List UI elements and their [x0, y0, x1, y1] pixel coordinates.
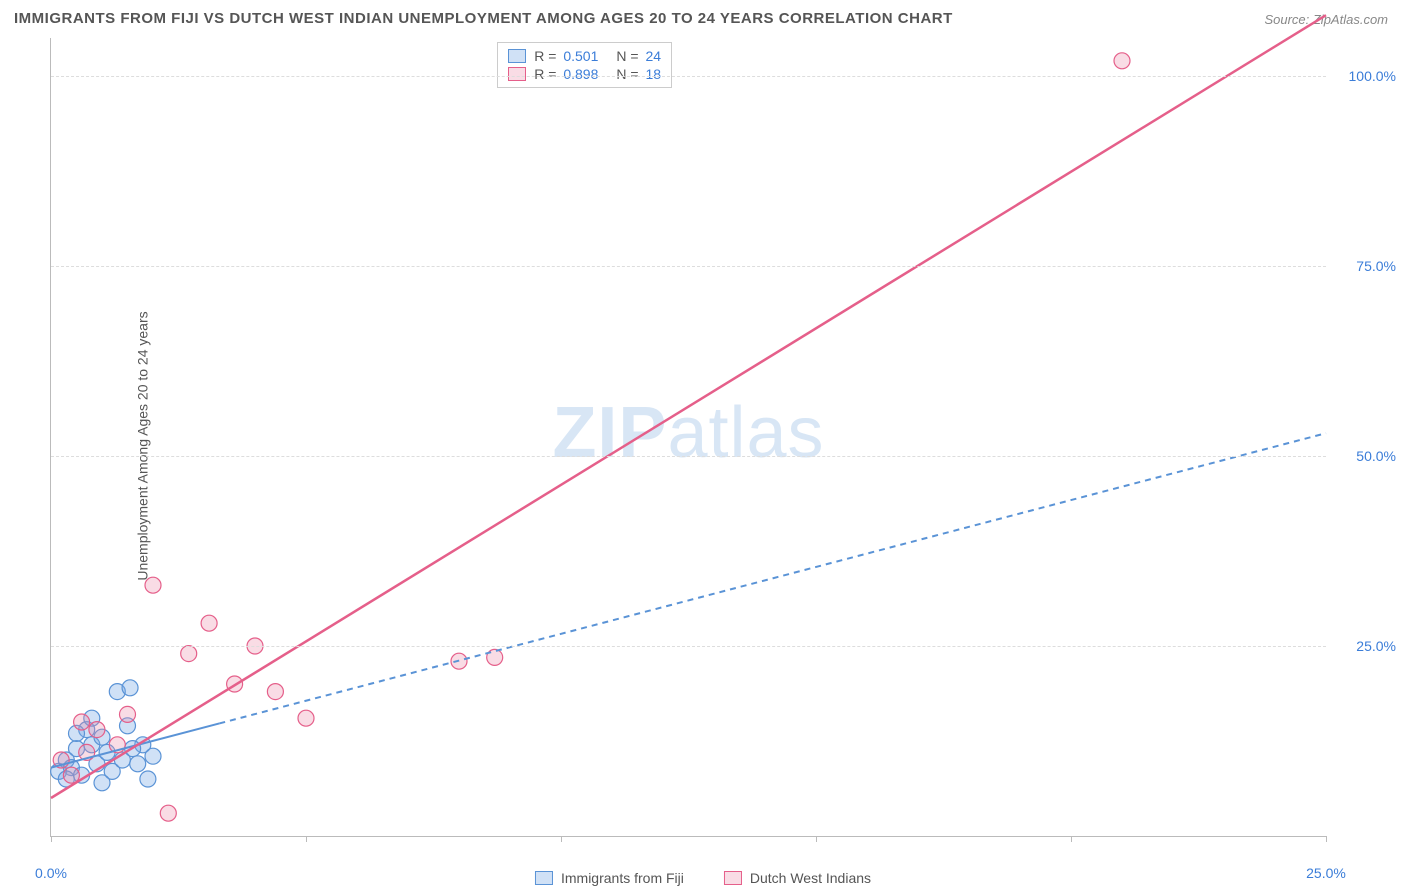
gridline [51, 456, 1326, 457]
data-point [181, 646, 197, 662]
data-point [89, 722, 105, 738]
data-point [201, 615, 217, 631]
legend-item-2: Dutch West Indians [724, 870, 871, 886]
plot-area: ZIPatlas R = 0.501 N = 24 R = 0.898 N = … [50, 38, 1326, 837]
gridline [51, 76, 1326, 77]
source-label: Source: ZipAtlas.com [1264, 12, 1388, 27]
x-tick [1071, 836, 1072, 842]
x-tick [306, 836, 307, 842]
data-point [140, 771, 156, 787]
data-point [1114, 53, 1130, 69]
data-point [120, 706, 136, 722]
data-point [130, 756, 146, 772]
data-point [267, 684, 283, 700]
gridline [51, 266, 1326, 267]
legend-label-1: Immigrants from Fiji [561, 870, 684, 886]
data-point [160, 805, 176, 821]
trendline [219, 433, 1326, 723]
chart-title: IMMIGRANTS FROM FIJI VS DUTCH WEST INDIA… [14, 10, 953, 27]
data-point [74, 714, 90, 730]
y-tick-label: 25.0% [1336, 638, 1396, 654]
data-point [145, 577, 161, 593]
data-point [94, 775, 110, 791]
legend-item-1: Immigrants from Fiji [535, 870, 684, 886]
legend-swatch-b1 [535, 871, 553, 885]
x-tick-label: 25.0% [1306, 865, 1346, 881]
y-tick-label: 100.0% [1336, 68, 1396, 84]
gridline [51, 646, 1326, 647]
legend-label-2: Dutch West Indians [750, 870, 871, 886]
data-point [298, 710, 314, 726]
x-tick [561, 836, 562, 842]
trendline [51, 15, 1326, 798]
x-tick [1326, 836, 1327, 842]
data-point [145, 748, 161, 764]
y-tick-label: 75.0% [1336, 258, 1396, 274]
x-tick-label: 0.0% [35, 865, 67, 881]
x-tick [51, 836, 52, 842]
plot-svg [51, 38, 1326, 836]
x-tick [816, 836, 817, 842]
series-legend: Immigrants from Fiji Dutch West Indians [535, 870, 871, 886]
legend-swatch-b2 [724, 871, 742, 885]
y-tick-label: 50.0% [1336, 448, 1396, 464]
data-point [122, 680, 138, 696]
